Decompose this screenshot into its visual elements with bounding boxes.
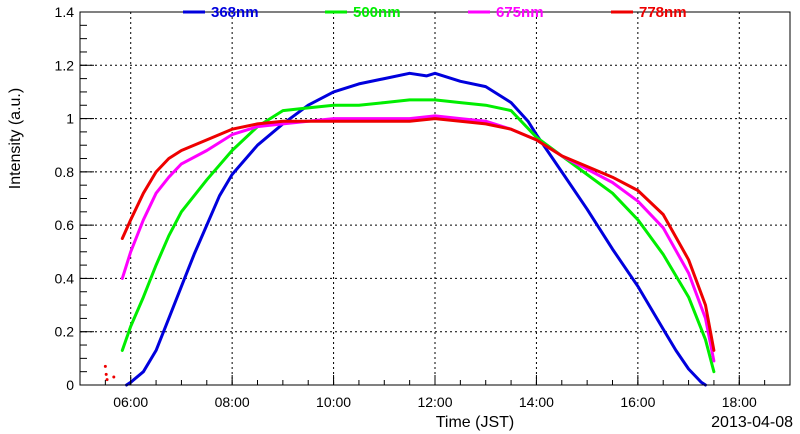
series-layer [103,71,716,387]
x-axis-title: Time (JST) [436,414,515,431]
x-tick-label: 18:00 [722,394,757,410]
y-tick-label: 1.2 [55,57,75,73]
y-axis-title: Intensity (a.u.) [7,88,24,189]
legend-label: 778nm [639,4,687,21]
legend-label: 675nm [496,4,544,21]
x-tick-label: 08:00 [215,394,250,410]
tick-labels: 06:00 08:00 10:00 12:00 14:00 16:00 18:00 0 0.2 0… [55,4,757,410]
outlier-point [104,372,108,376]
legend-label: 368nm [211,4,259,21]
y-tick-label: 1.4 [55,4,75,20]
legend-label: 500nm [353,4,401,21]
x-tick-label: 06:00 [113,394,148,410]
outlier-point [105,378,109,382]
legend: 368nm 500nm 675nm 778nm [183,4,687,21]
x-tick-label: 10:00 [316,394,351,410]
y-tick-label: 0.2 [55,324,75,340]
y-tick-label: 0.6 [55,217,75,233]
y-tick-label: 0 [66,377,74,393]
y-tick-label: 0.8 [55,164,75,180]
grid-lines [80,12,790,385]
y-tick-label: 0.4 [55,270,75,286]
series-line-368nm [125,71,707,387]
axis-ticks [79,11,791,386]
x-tick-label: 16:00 [620,394,655,410]
series-line-778nm [120,117,716,352]
x-tick-label: 14:00 [519,394,554,410]
legend-item-368nm: 368nm [183,4,259,21]
date-label: 2013-04-08 [711,414,793,431]
legend-item-675nm: 675nm [468,4,544,21]
legend-item-500nm: 500nm [325,4,401,21]
series-line-675nm [120,114,716,363]
y-tick-label: 1 [66,111,74,127]
legend-item-778nm: 778nm [611,4,687,21]
x-tick-label: 12:00 [417,394,452,410]
outlier-point [103,364,107,368]
outlier-point [112,375,116,379]
series-line-500nm [120,98,716,374]
